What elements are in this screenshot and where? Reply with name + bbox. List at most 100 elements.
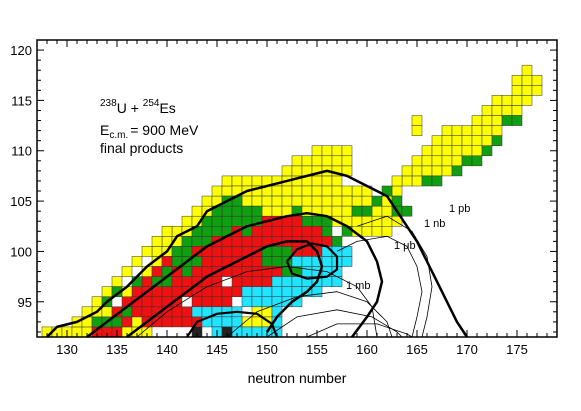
cell-red <box>161 286 173 297</box>
plus: + <box>127 100 143 116</box>
cell-yellow <box>341 185 353 197</box>
contour-layer <box>46 169 469 338</box>
cell-yellow <box>241 316 253 328</box>
cell-yellow <box>411 175 423 187</box>
cell-yellow <box>291 195 303 207</box>
cell-yellow <box>501 105 513 116</box>
cell-green <box>181 246 193 257</box>
cell-yellow <box>301 155 313 167</box>
cell-yellow <box>391 175 403 187</box>
cell-green <box>361 205 373 217</box>
cell-yellow <box>331 155 343 167</box>
cell-yellow <box>291 165 303 177</box>
cell-yellow <box>411 165 423 177</box>
cell-yellow <box>491 125 503 136</box>
cell-red <box>291 215 303 227</box>
cell-yellow <box>431 145 443 157</box>
reaction-annotation: 238U + 254Es Ec.m. = 900 MeV final produc… <box>100 98 199 156</box>
cell-green <box>511 115 523 126</box>
cell-green <box>181 266 193 277</box>
cell-red <box>241 236 253 247</box>
cell-yellow <box>451 135 463 146</box>
cell-yellow <box>291 155 303 167</box>
cell-green <box>201 226 213 237</box>
cell-yellow <box>101 306 113 318</box>
cell-yellow <box>471 115 483 126</box>
cell-cyan <box>291 276 303 287</box>
x-tick-label: 145 <box>206 342 228 357</box>
sym1: U <box>117 100 127 116</box>
contour-label-1nb: 1 nb <box>424 218 445 230</box>
cell-green <box>181 236 193 247</box>
cell-yellow <box>341 155 353 167</box>
cell-red <box>311 226 323 237</box>
cell-yellow <box>411 115 423 126</box>
cell-yellow <box>491 95 503 106</box>
cell-yellow <box>341 195 353 207</box>
y-tick-label: 110 <box>11 144 32 159</box>
cell-cyan <box>281 286 293 297</box>
cell-yellow <box>441 165 453 177</box>
cell-red <box>211 286 223 297</box>
cell-yellow <box>241 175 253 187</box>
cell-cyan <box>321 256 333 267</box>
cell-yellow <box>421 145 433 157</box>
x-tick-label: 150 <box>256 342 278 357</box>
cell-yellow <box>331 195 343 207</box>
cell-yellow <box>501 95 513 106</box>
cell-yellow <box>421 155 433 167</box>
cell-yellow <box>321 145 333 157</box>
cell-yellow <box>281 195 293 207</box>
cell-red <box>261 266 273 277</box>
cell-red <box>211 246 223 257</box>
cell-layer <box>41 64 543 338</box>
cell-yellow <box>521 85 533 96</box>
cell-yellow <box>241 195 253 207</box>
x-tick-label: 170 <box>456 342 478 357</box>
cell-yellow <box>411 155 423 167</box>
cell-red <box>151 296 163 308</box>
cell-red <box>141 296 153 308</box>
cell-red <box>181 306 193 318</box>
cell-red <box>181 316 193 328</box>
cell-yellow <box>321 155 333 167</box>
x-tick-label: 160 <box>356 342 378 357</box>
cell-cyan <box>311 286 323 297</box>
cell-yellow <box>441 155 453 167</box>
cell-green <box>221 205 233 217</box>
cell-yellow <box>321 185 333 197</box>
cell-cyan <box>251 286 263 297</box>
mass2: 254 <box>143 98 160 109</box>
cell-yellow <box>381 205 393 217</box>
y-tick-label: 100 <box>10 244 32 259</box>
cell-yellow <box>151 236 163 247</box>
cell-green <box>231 215 243 227</box>
cell-yellow <box>271 185 283 197</box>
cell-yellow <box>491 105 503 116</box>
x-tick-label: 135 <box>106 342 128 357</box>
cell-yellow <box>361 195 373 207</box>
cell-yellow <box>511 85 523 96</box>
y-tick-label: 120 <box>10 43 32 58</box>
cell-yellow <box>231 175 243 187</box>
cell-cyan <box>261 286 273 297</box>
cell-green <box>231 205 243 217</box>
contour-label-1pb: 1 pb <box>449 203 470 215</box>
y-tick-label: 105 <box>10 194 32 209</box>
contour-1mb-lower <box>186 310 279 338</box>
cell-yellow <box>131 256 143 267</box>
cell-yellow <box>271 195 283 207</box>
cell-yellow <box>251 316 263 328</box>
cell-yellow <box>511 95 523 106</box>
cell-red <box>221 286 233 297</box>
cell-red <box>201 296 213 308</box>
cell-yellow <box>331 175 343 187</box>
cell-red <box>131 306 143 318</box>
contour-1nb <box>86 211 384 338</box>
cell-green <box>191 236 203 247</box>
cell-green <box>481 145 493 157</box>
cell-green <box>241 205 253 217</box>
cell-red <box>171 306 183 318</box>
cell-red <box>201 256 213 267</box>
